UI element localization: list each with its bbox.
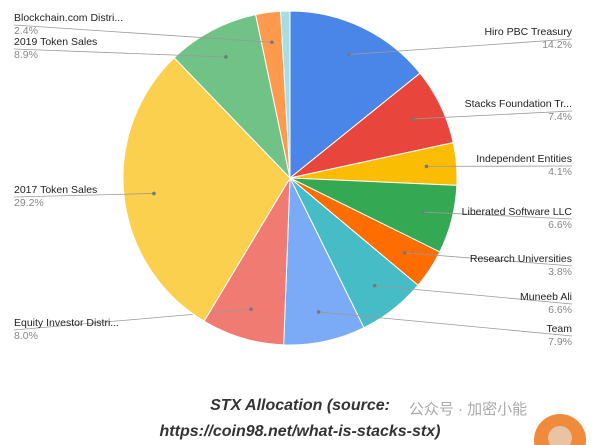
pie-slice xyxy=(289,10,421,180)
leader-line xyxy=(413,110,573,120)
leader-dot xyxy=(420,210,425,214)
pie-slice xyxy=(280,10,291,179)
leader-line xyxy=(404,252,573,267)
slice-value-label: 14.2% xyxy=(542,39,572,51)
slice-label: Independent Entities xyxy=(476,153,572,165)
leader-dot xyxy=(411,117,416,121)
leader-line xyxy=(318,311,573,337)
leader-dot xyxy=(152,191,156,196)
slice-label: Equity Investor Distri... xyxy=(14,317,119,329)
leader-line xyxy=(349,38,573,55)
watermark: 公众号 · 加密小能 xyxy=(409,401,527,418)
pie-slice xyxy=(122,57,291,322)
slice-label: Hiro PBC Treasury xyxy=(484,26,572,38)
slice-label: Team xyxy=(546,323,572,335)
leader-dot xyxy=(316,310,321,314)
leader-line xyxy=(13,308,252,331)
slice-value-label: 8.0% xyxy=(14,330,38,342)
leader-line xyxy=(13,24,273,43)
slice-value-label: 29.2% xyxy=(14,197,44,209)
leader-line xyxy=(13,48,226,58)
leader-dot xyxy=(424,164,429,169)
leader-dot xyxy=(372,283,377,288)
leader-dot xyxy=(224,55,228,59)
leader-dot xyxy=(402,251,407,255)
slice-value-label: 6.6% xyxy=(548,219,572,231)
slice-label: Liberated Software LLC xyxy=(462,206,573,218)
caption-line: STX Allocation (source: xyxy=(210,397,390,414)
leader-dot xyxy=(347,52,351,57)
pie-slice xyxy=(173,13,291,180)
slice-value-label: 7.9% xyxy=(548,336,572,348)
slice-label: 2017 Token Sales xyxy=(14,184,97,196)
slice-value-label: 4.1% xyxy=(548,166,572,178)
slice-label: Stacks Foundation Tr... xyxy=(465,98,572,110)
leader-line xyxy=(422,211,573,220)
leader-line xyxy=(13,193,154,198)
slice-label: Research Universities xyxy=(470,253,572,265)
caption-line: https://coin98.net/what-is-stacks-stx) xyxy=(160,423,441,440)
slice-label: 2019 Token Sales xyxy=(14,36,97,48)
avatar-face xyxy=(548,426,572,445)
leader-dot xyxy=(249,307,253,312)
slice-label: Blockchain.com Distri... xyxy=(14,12,123,24)
leader-line xyxy=(374,285,573,305)
slice-value-label: 2.4% xyxy=(14,25,38,37)
slice-value-label: 6.6% xyxy=(548,304,572,316)
slice-value-label: 8.9% xyxy=(14,49,38,61)
leader-dot xyxy=(270,40,274,45)
slice-value-label: 3.8% xyxy=(548,266,572,278)
slice-label: Muneeb Ali xyxy=(520,291,572,303)
slice-value-label: 7.4% xyxy=(548,111,572,123)
